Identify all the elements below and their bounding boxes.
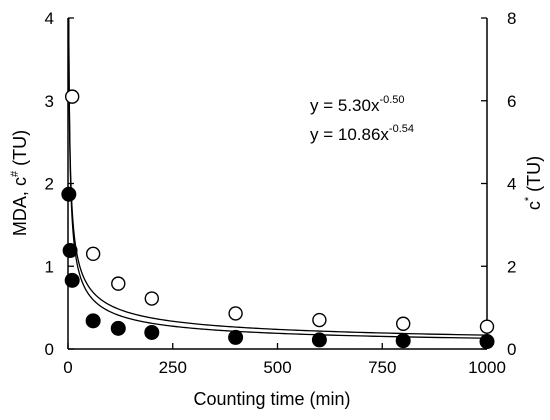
filled-circle-point (62, 243, 78, 259)
open-circle-point (64, 89, 80, 104)
x-tick-label: 750 (368, 358, 396, 377)
x-tick-label: 250 (159, 358, 187, 377)
left-y-axis-label: MDA, c# (TU) (9, 130, 30, 236)
left-y-tick-label: 2 (45, 175, 54, 194)
open-circle-point (111, 276, 126, 291)
filled-circle-point (228, 329, 244, 345)
right-y-tick-label: 2 (507, 257, 516, 276)
left-y-tick-label: 1 (45, 257, 54, 276)
open-circle-point (479, 319, 495, 334)
equation-1: y = 5.30x-0.50 (310, 94, 405, 115)
filled-circle-point (395, 333, 411, 349)
left-y-tick-label: 4 (45, 9, 54, 28)
filled-circle-point (144, 324, 160, 340)
open-circle-point (396, 316, 411, 331)
left-y-tick-label: 0 (45, 340, 54, 359)
filled-circle-point (311, 332, 327, 348)
x-axis-label: Counting time (min) (193, 389, 350, 409)
open-circle-point (312, 312, 327, 328)
data-points (61, 89, 495, 350)
x-tick-label: 500 (263, 358, 291, 377)
open-circle-point (228, 306, 243, 321)
x-tick-label: 1000 (468, 358, 506, 377)
open-circle-point (144, 291, 160, 306)
axes (67, 18, 488, 350)
filled-circle-point (479, 334, 495, 350)
right-y-axis-label: c* (TU) (523, 156, 544, 210)
filled-circle-point (64, 272, 80, 288)
x-tick-label: 0 (63, 358, 72, 377)
right-y-tick-label: 6 (507, 92, 516, 111)
right-y-tick-label: 0 (507, 340, 516, 359)
fit-curve (68, 18, 487, 336)
fit-curve (68, 18, 487, 339)
equation-2: y = 10.86x-0.54 (310, 123, 414, 144)
filled-circle-point (61, 186, 77, 202)
right-y-tick-label: 4 (507, 175, 516, 194)
filled-circle-point (85, 313, 101, 329)
fit-curves (68, 18, 487, 339)
right-y-tick-label: 8 (507, 9, 516, 28)
left-y-tick-label: 3 (45, 92, 54, 111)
open-circle-point (85, 246, 101, 262)
filled-circle-point (110, 320, 126, 336)
